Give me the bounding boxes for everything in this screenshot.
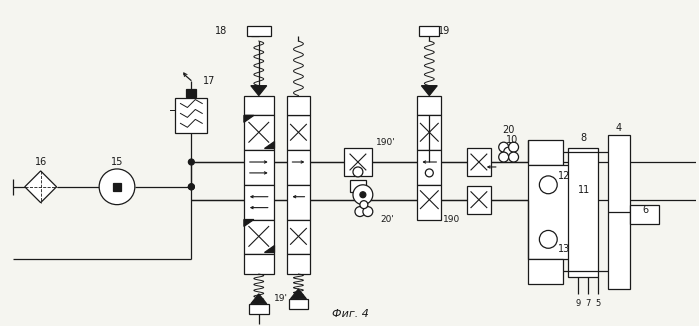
Bar: [467, 148, 491, 176]
Bar: [417, 185, 441, 219]
Bar: [113, 183, 121, 191]
Text: 12: 12: [559, 171, 570, 181]
Bar: [419, 26, 439, 36]
Text: 5: 5: [596, 299, 600, 308]
Bar: [350, 180, 366, 192]
Circle shape: [540, 176, 557, 194]
Text: 20: 20: [503, 125, 515, 135]
Polygon shape: [24, 171, 57, 203]
Text: 19': 19': [273, 294, 287, 303]
Bar: [287, 150, 310, 185]
Text: 16: 16: [34, 157, 47, 167]
Bar: [344, 148, 372, 176]
Polygon shape: [251, 86, 267, 96]
Circle shape: [509, 142, 519, 152]
Text: 15: 15: [111, 157, 123, 167]
Bar: [417, 115, 441, 150]
Bar: [287, 96, 310, 115]
Polygon shape: [244, 115, 254, 122]
Text: 18: 18: [215, 26, 227, 36]
Text: 190: 190: [442, 215, 460, 224]
Bar: [244, 115, 273, 150]
Text: 13: 13: [559, 244, 570, 254]
Circle shape: [509, 152, 519, 162]
Text: 4: 4: [616, 123, 621, 133]
Bar: [287, 254, 310, 274]
Polygon shape: [251, 294, 267, 304]
Polygon shape: [421, 86, 438, 96]
Bar: [244, 219, 273, 254]
Bar: [417, 150, 441, 185]
Bar: [467, 186, 491, 214]
Circle shape: [363, 207, 373, 216]
Circle shape: [353, 167, 363, 177]
Text: 7: 7: [585, 299, 591, 308]
Text: 190': 190': [376, 138, 396, 147]
Bar: [244, 150, 273, 185]
Text: 6: 6: [642, 205, 649, 215]
Circle shape: [498, 142, 509, 152]
Text: 11: 11: [578, 185, 590, 195]
Bar: [244, 96, 273, 115]
Bar: [528, 165, 573, 259]
Text: Фиг. 4: Фиг. 4: [331, 309, 368, 319]
Circle shape: [498, 152, 509, 162]
Bar: [244, 254, 273, 274]
Bar: [289, 299, 308, 309]
Text: 10: 10: [506, 135, 519, 145]
Bar: [247, 26, 271, 36]
Bar: [528, 140, 563, 165]
Bar: [287, 115, 310, 150]
Bar: [568, 148, 598, 277]
Polygon shape: [264, 245, 273, 252]
Circle shape: [426, 169, 433, 177]
Circle shape: [540, 230, 557, 248]
Polygon shape: [244, 219, 254, 227]
Circle shape: [360, 192, 366, 198]
Text: 20': 20': [381, 215, 395, 224]
Text: 8: 8: [580, 133, 586, 143]
Circle shape: [99, 169, 135, 205]
Circle shape: [504, 147, 514, 157]
Bar: [417, 96, 441, 115]
Bar: [287, 185, 310, 219]
Bar: [528, 259, 563, 284]
Text: 17: 17: [203, 76, 215, 86]
Polygon shape: [264, 141, 273, 148]
Circle shape: [353, 185, 373, 205]
Circle shape: [355, 207, 365, 216]
Bar: [249, 304, 268, 314]
Circle shape: [189, 159, 194, 165]
Text: 19: 19: [438, 26, 450, 36]
Circle shape: [189, 184, 194, 190]
Circle shape: [360, 201, 368, 209]
Polygon shape: [291, 289, 306, 299]
Bar: [187, 89, 196, 96]
Bar: [244, 185, 273, 219]
Bar: [607, 135, 630, 289]
Bar: [630, 205, 659, 225]
Bar: [175, 97, 207, 133]
Text: 9: 9: [575, 299, 581, 308]
Bar: [287, 219, 310, 254]
Circle shape: [189, 184, 194, 190]
